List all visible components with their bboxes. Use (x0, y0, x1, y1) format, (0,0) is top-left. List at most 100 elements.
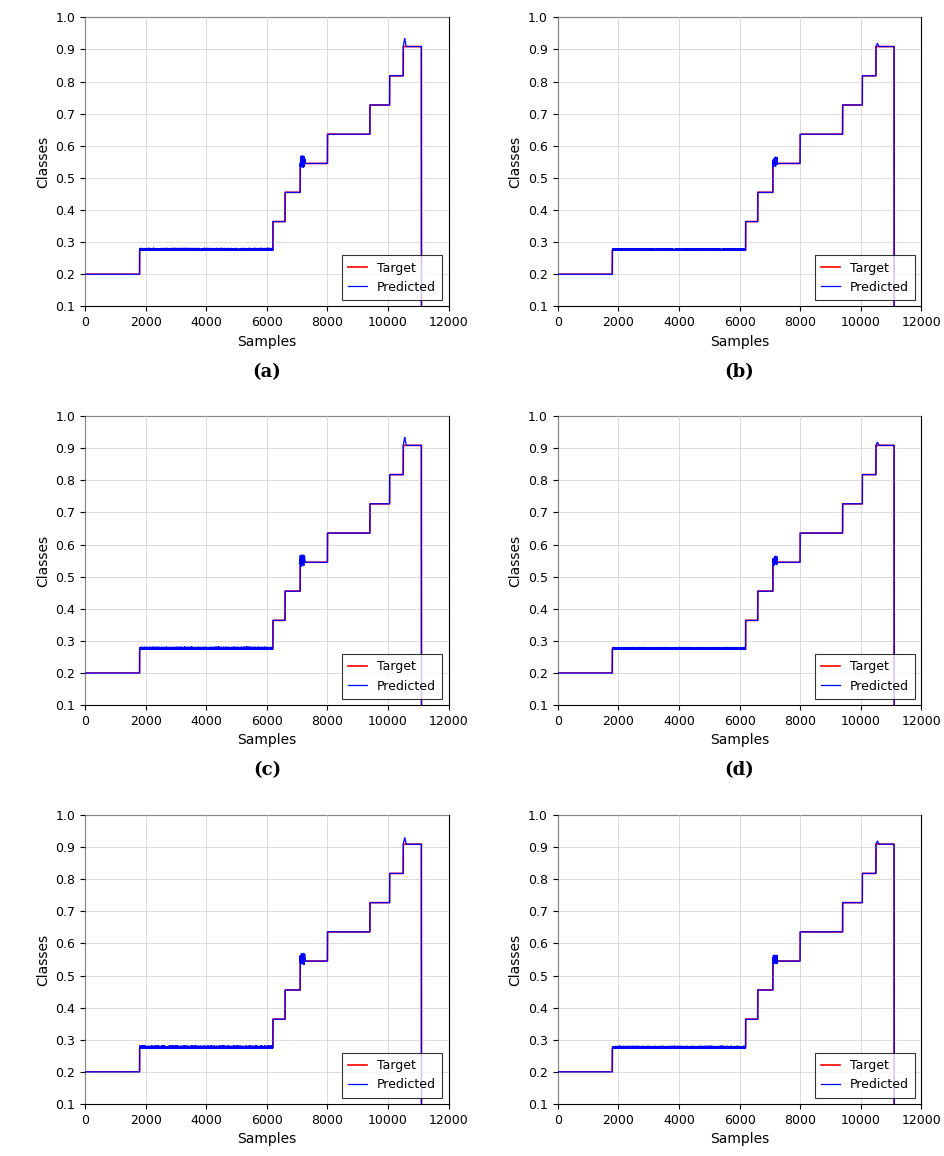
Predicted (265, 1040, 277, 1054)
Predicted (300, 156, 312, 170)
Predicted (133, 1065, 144, 1079)
Predicted (870, 833, 882, 847)
Target (397, 438, 409, 452)
Predicted (772, 555, 784, 569)
Target (443, 332, 454, 346)
Line: Predicted: Predicted (85, 38, 448, 339)
Target (551, 267, 563, 281)
Target (887, 731, 899, 744)
Target (265, 1040, 277, 1054)
Predicted (743, 215, 754, 229)
Predicted (870, 435, 882, 449)
Predicted (551, 666, 563, 680)
Predicted (443, 332, 454, 346)
Predicted (174, 642, 185, 655)
Predicted (270, 1013, 281, 1027)
Target (551, 1065, 563, 1079)
Target (415, 332, 427, 346)
Predicted (772, 954, 784, 968)
X-axis label: Samples: Samples (237, 733, 296, 748)
Predicted (79, 267, 91, 281)
Target (551, 666, 563, 680)
Target (605, 666, 616, 680)
Predicted (570, 1065, 582, 1079)
Target (869, 39, 881, 53)
Predicted (887, 332, 899, 346)
Predicted (270, 215, 281, 229)
Target (737, 1040, 749, 1054)
Target (98, 1065, 110, 1079)
Target (646, 642, 657, 655)
Predicted (79, 1065, 91, 1079)
Target (915, 332, 926, 346)
Target (772, 156, 784, 170)
Line: Predicted: Predicted (557, 43, 920, 339)
X-axis label: Samples: Samples (709, 733, 768, 748)
Y-axis label: Classes: Classes (508, 135, 522, 188)
Predicted (605, 267, 616, 281)
Predicted (415, 731, 427, 744)
Target (174, 243, 185, 257)
Predicted (737, 642, 749, 655)
Target (646, 243, 657, 257)
Predicted (398, 831, 410, 845)
Legend: Target, Predicted: Target, Predicted (342, 255, 442, 301)
Target (743, 1013, 754, 1027)
Target (772, 555, 784, 569)
Line: Predicted: Predicted (557, 442, 920, 738)
Predicted (174, 243, 185, 257)
Line: Predicted: Predicted (85, 838, 448, 1136)
Predicted (398, 430, 410, 444)
Y-axis label: Classes: Classes (36, 135, 50, 188)
Target (743, 215, 754, 229)
X-axis label: Samples: Samples (709, 1132, 768, 1147)
Predicted (887, 731, 899, 744)
Target (98, 267, 110, 281)
Predicted (915, 332, 926, 346)
Predicted (443, 1129, 454, 1143)
Predicted (133, 267, 144, 281)
Predicted (743, 1013, 754, 1027)
Target (443, 731, 454, 744)
Predicted (646, 1040, 657, 1054)
Target (133, 1065, 144, 1079)
Y-axis label: Classes: Classes (36, 933, 50, 986)
Text: (d): (d) (724, 762, 753, 779)
Target (915, 1129, 926, 1143)
Legend: Target, Predicted: Target, Predicted (814, 654, 914, 699)
Predicted (415, 332, 427, 346)
Target (79, 1065, 91, 1079)
Predicted (737, 1040, 749, 1054)
Target (772, 954, 784, 968)
Predicted (174, 1040, 185, 1054)
Target (887, 332, 899, 346)
Target (415, 1129, 427, 1143)
Target (270, 1013, 281, 1027)
Target (133, 666, 144, 680)
Predicted (743, 614, 754, 628)
Predicted (737, 243, 749, 257)
Target (79, 267, 91, 281)
Predicted (270, 614, 281, 628)
Predicted (300, 555, 312, 569)
Text: (b): (b) (724, 363, 753, 380)
Text: (a): (a) (252, 363, 281, 380)
Target (98, 666, 110, 680)
Predicted (605, 666, 616, 680)
Target (265, 243, 277, 257)
Target (174, 642, 185, 655)
Predicted (646, 243, 657, 257)
Target (570, 666, 582, 680)
Predicted (551, 267, 563, 281)
Target (397, 39, 409, 53)
Predicted (870, 36, 882, 50)
Target (605, 267, 616, 281)
Target (869, 438, 881, 452)
Target (300, 954, 312, 968)
Target (270, 614, 281, 628)
Target (265, 642, 277, 655)
Legend: Target, Predicted: Target, Predicted (814, 1053, 914, 1098)
Predicted (551, 1065, 563, 1079)
Predicted (265, 243, 277, 257)
X-axis label: Samples: Samples (709, 334, 768, 349)
